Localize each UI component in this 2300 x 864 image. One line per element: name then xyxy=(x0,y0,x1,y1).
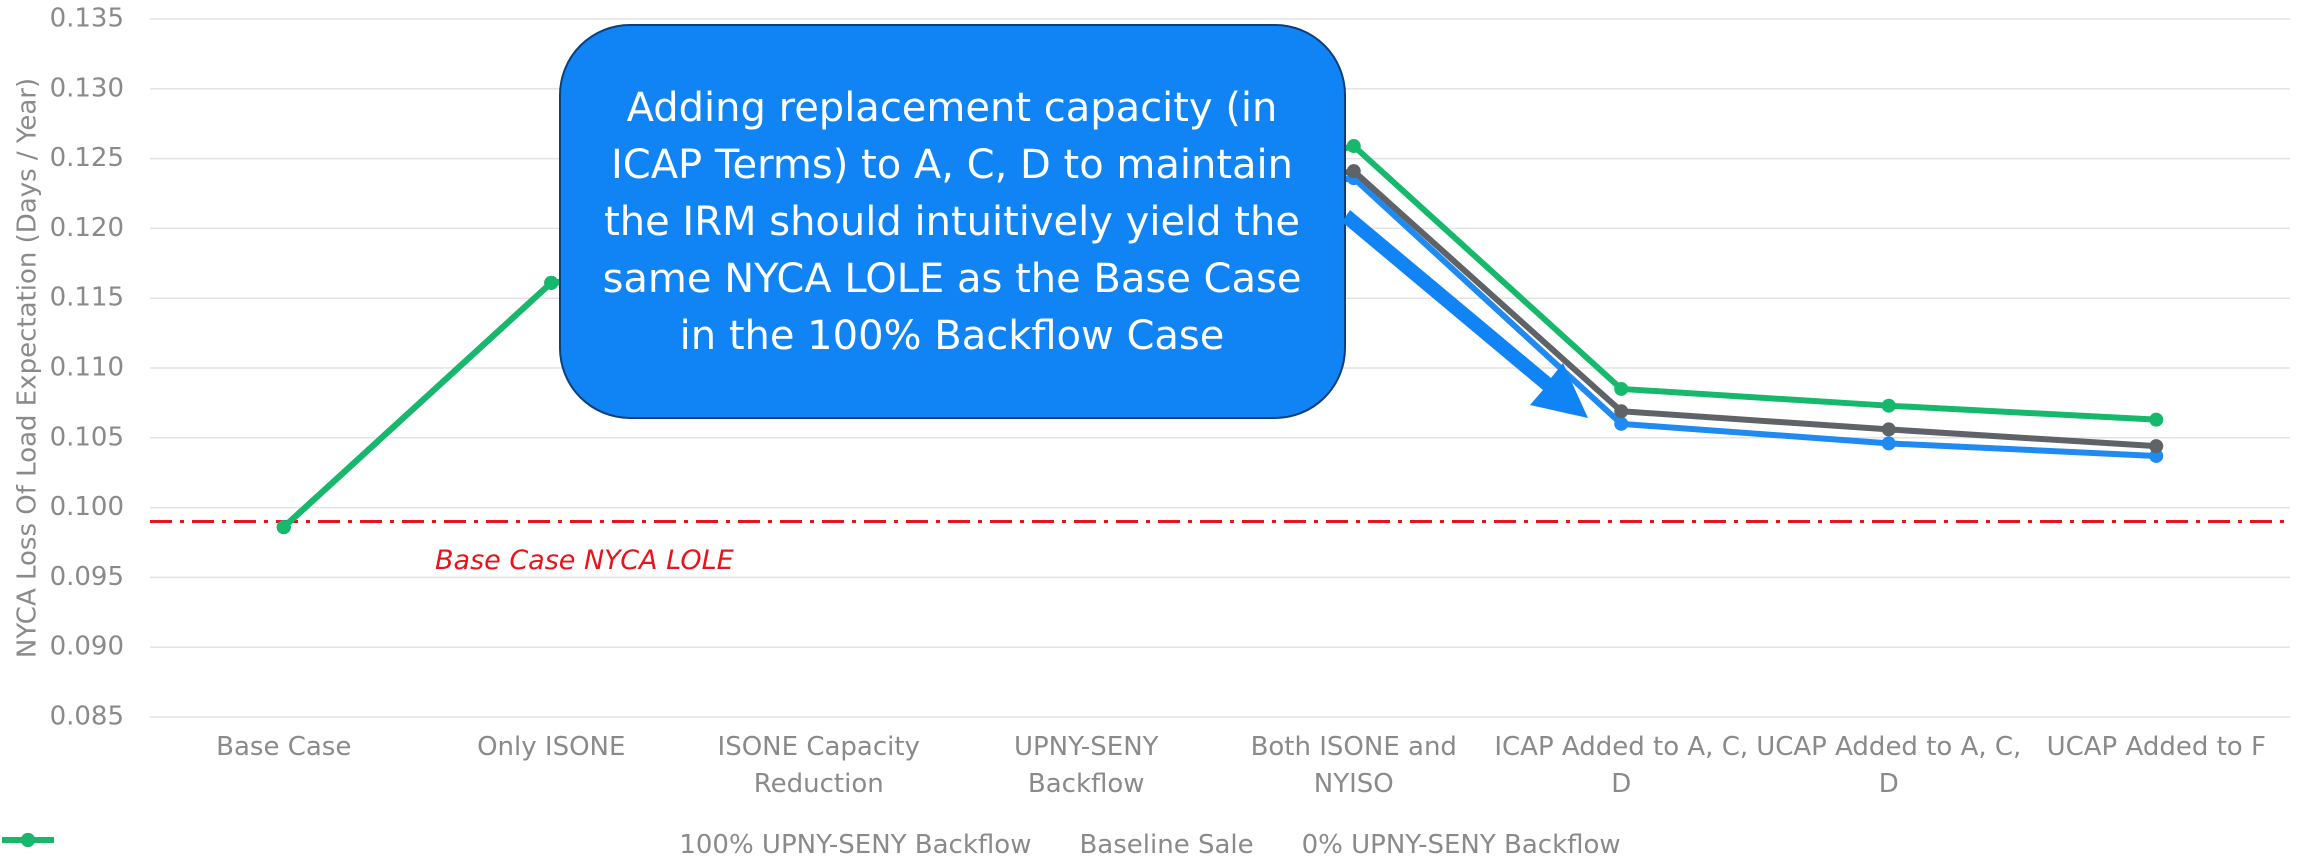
x-tick-label: Base Case xyxy=(216,732,352,762)
data-point xyxy=(276,520,291,535)
data-point xyxy=(1614,381,1629,396)
y-tick-label: 0.090 xyxy=(50,632,124,662)
legend-item: 0% UPNY-SENY Backflow xyxy=(2,830,1621,860)
x-tick-label: UCAP Added to F xyxy=(2046,732,2266,762)
y-tick-label: 0.120 xyxy=(50,213,124,243)
legend-item: Baseline Sale xyxy=(2,830,1254,860)
y-tick-label: 0.105 xyxy=(50,422,124,452)
callout-text: in the 100% Backflow Case xyxy=(680,313,1225,359)
legend-label: 0% UPNY-SENY Backflow xyxy=(1301,830,1621,860)
data-point xyxy=(1614,416,1629,431)
legend-item: 100% UPNY-SENY Backflow xyxy=(2,830,1032,860)
y-tick-label: 0.095 xyxy=(50,562,124,592)
x-tick-label: ISONE Capacity Reduction xyxy=(717,732,920,799)
legend-label: 100% UPNY-SENY Backflow xyxy=(679,830,1032,860)
callout-arrow xyxy=(1342,210,1588,418)
data-point xyxy=(2149,448,2164,463)
data-point xyxy=(1346,139,1361,154)
x-tick-label: Only ISONE xyxy=(477,732,626,762)
legend-label: Baseline Sale xyxy=(1079,830,1254,860)
legend-marker xyxy=(21,833,35,847)
data-point xyxy=(544,275,559,290)
y-tick-label: 0.115 xyxy=(50,283,124,313)
data-point xyxy=(1881,436,1896,451)
y-axis-label: NYCA Loss Of Load Expectation (Days / Ye… xyxy=(13,78,43,658)
data-point xyxy=(1346,164,1361,179)
data-point xyxy=(2149,412,2164,427)
y-tick-label: 0.130 xyxy=(50,73,124,103)
x-tick-label: ICAP Added to A, C, D xyxy=(1494,732,1749,799)
x-tick-label: UCAP Added to A, C, D xyxy=(1756,732,2022,799)
y-tick-label: 0.135 xyxy=(50,4,124,34)
data-point xyxy=(1881,422,1896,437)
data-point xyxy=(1881,398,1896,413)
y-tick-label: 0.125 xyxy=(50,143,124,173)
y-tick-label: 0.110 xyxy=(50,353,124,383)
x-tick-label: UPNY-SENY Backflow xyxy=(1013,732,1159,799)
legend-icon xyxy=(2,833,54,847)
legend: 100% UPNY-SENY Backflow Baseline Sale 0% U… xyxy=(0,830,2300,860)
y-tick-label: 0.085 xyxy=(50,702,124,732)
x-tick-label: Both ISONE and NYISO xyxy=(1250,732,1457,799)
y-tick-label: 0.100 xyxy=(50,492,124,522)
reference-label: Base Case NYCA LOLE xyxy=(435,545,734,576)
callout-text: Adding replacement capacity (in xyxy=(627,85,1278,131)
data-point xyxy=(2149,439,2164,454)
data-point xyxy=(1614,404,1629,419)
callout-text: ICAP Terms) to A, C, D to maintain xyxy=(611,142,1293,188)
callout-text: the IRM should intuitively yield the xyxy=(604,199,1300,245)
callout-text: same NYCA LOLE as the Base Case xyxy=(603,256,1302,302)
